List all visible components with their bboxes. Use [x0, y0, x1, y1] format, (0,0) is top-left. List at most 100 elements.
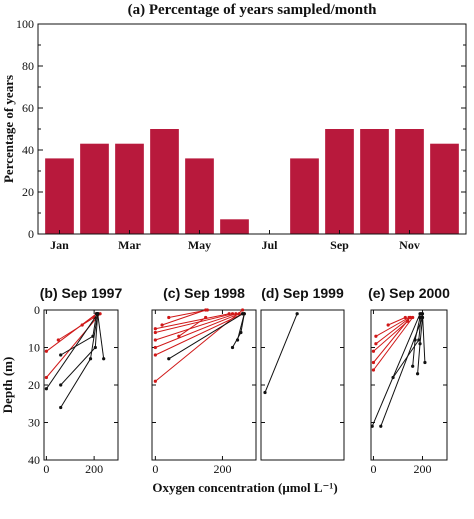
profile-point-black: [263, 390, 267, 395]
profile-point-red: [386, 323, 390, 327]
panel-title: (e) Sep 2000: [368, 285, 450, 301]
profile-point-black: [379, 424, 383, 428]
profile-point-black: [415, 372, 420, 376]
profile-line-black: [97, 313, 105, 359]
depth-tick-label: 30: [28, 416, 40, 430]
x-tick-label: Jan: [50, 238, 69, 252]
profile-point-black: [59, 353, 63, 357]
x-tick-label: Nov: [399, 238, 420, 252]
profile-line-red: [373, 317, 414, 371]
panel-title: (b) Sep 1997: [40, 285, 123, 301]
profile-point-red: [230, 312, 235, 316]
profile-point-black: [88, 357, 93, 361]
profile-line-black: [168, 313, 243, 360]
bar-may: [185, 158, 214, 234]
plot-frame-panel: [43, 309, 119, 461]
depth-tick-label: 40: [28, 453, 40, 467]
depth-tick-label: 0: [34, 303, 40, 317]
profile-point-red: [153, 338, 157, 342]
profile-point-red: [153, 327, 157, 331]
profile-point-black: [295, 312, 299, 316]
x-tick-label: Sep: [330, 238, 349, 252]
profile-line-red: [375, 317, 410, 337]
x-tick-label: May: [188, 238, 211, 252]
profile-point-red: [371, 360, 376, 365]
profile-point-black: [370, 424, 374, 428]
profile-line-red: [81, 313, 97, 326]
bar-dec: [430, 143, 459, 234]
depth-tick-label: 10: [28, 341, 40, 355]
profile-point-black: [242, 312, 246, 316]
y-tick-label: 60: [22, 101, 34, 115]
profile-point-red: [407, 315, 411, 320]
profile-point-red: [227, 312, 231, 316]
profile-line-red: [161, 309, 206, 326]
profile-point-black: [96, 312, 100, 316]
profile-point-black: [230, 345, 235, 350]
bar-nov: [395, 129, 424, 234]
profile-point-red: [237, 312, 241, 316]
profile-point-red: [153, 345, 157, 350]
profile-point-red: [153, 379, 157, 383]
profile-line-black: [237, 313, 245, 341]
profile-point-black: [59, 383, 63, 387]
profile-point-black: [418, 342, 422, 346]
profile-point-red: [153, 353, 157, 357]
profile-line-red: [155, 313, 243, 356]
profile-line-red: [375, 317, 411, 345]
bar-feb: [80, 143, 109, 234]
profile-line-red: [387, 317, 406, 326]
bar-jun: [220, 219, 249, 234]
profile-line-red: [178, 317, 206, 337]
panel-title: (d) Sep 1999: [261, 285, 344, 301]
profile-line-red: [58, 317, 95, 341]
profile-point-black: [423, 360, 427, 365]
bar-apr: [150, 129, 179, 234]
x-tick-label: 0: [370, 462, 376, 476]
y-tick-label: 100: [16, 17, 34, 31]
profile-point-black: [93, 345, 97, 350]
profile-point-red: [177, 334, 181, 338]
profile-point-red: [204, 315, 208, 320]
bar-mar: [115, 143, 144, 234]
profile-point-red: [44, 349, 48, 353]
profile-line-black: [264, 313, 298, 393]
profile-line-red: [155, 313, 233, 333]
profile-line-black: [45, 313, 99, 390]
x-tick-label: Mar: [118, 238, 141, 252]
profile-point-red: [160, 323, 164, 327]
bar-jan: [45, 158, 74, 234]
bar-aug: [290, 158, 319, 234]
profile-point-black: [418, 315, 422, 320]
oxygen-axis-label: Oxygen concentration (μmol L⁻¹): [152, 480, 337, 495]
profile-point-black: [413, 338, 417, 342]
y-tick-label: 40: [22, 143, 34, 157]
x-tick-label: 0: [152, 462, 158, 476]
profile-point-red: [153, 330, 157, 335]
y-axis-label: Percentage of years: [1, 75, 16, 183]
profile-line-black: [371, 313, 421, 427]
profile-point-red: [411, 315, 415, 320]
chart-title: (a) Percentage of years sampled/month: [128, 2, 377, 18]
profile-point-black: [59, 405, 63, 410]
profile-line-red: [155, 313, 237, 341]
profile-point-red: [98, 312, 102, 316]
bar-sep: [325, 129, 354, 234]
profile-line-red: [46, 313, 101, 378]
profile-point-black: [167, 357, 171, 361]
profile-point-red: [80, 323, 84, 327]
x-tick-label: 200: [85, 462, 103, 476]
profile-point-black: [91, 334, 95, 338]
depth-tick-label: 20: [28, 378, 40, 392]
profile-line-red: [155, 313, 230, 330]
profile-point-black: [44, 387, 48, 391]
profile-point-black: [235, 338, 240, 342]
profile-point-red: [44, 375, 48, 380]
panel-title: (c) Sep 1998: [163, 285, 245, 301]
profile-point-black: [102, 357, 106, 361]
profile-point-red: [205, 308, 209, 312]
profile-point-red: [374, 342, 378, 346]
profile-point-black: [417, 338, 421, 342]
x-tick-label: 200: [413, 462, 431, 476]
y-tick-label: 0: [28, 227, 34, 241]
